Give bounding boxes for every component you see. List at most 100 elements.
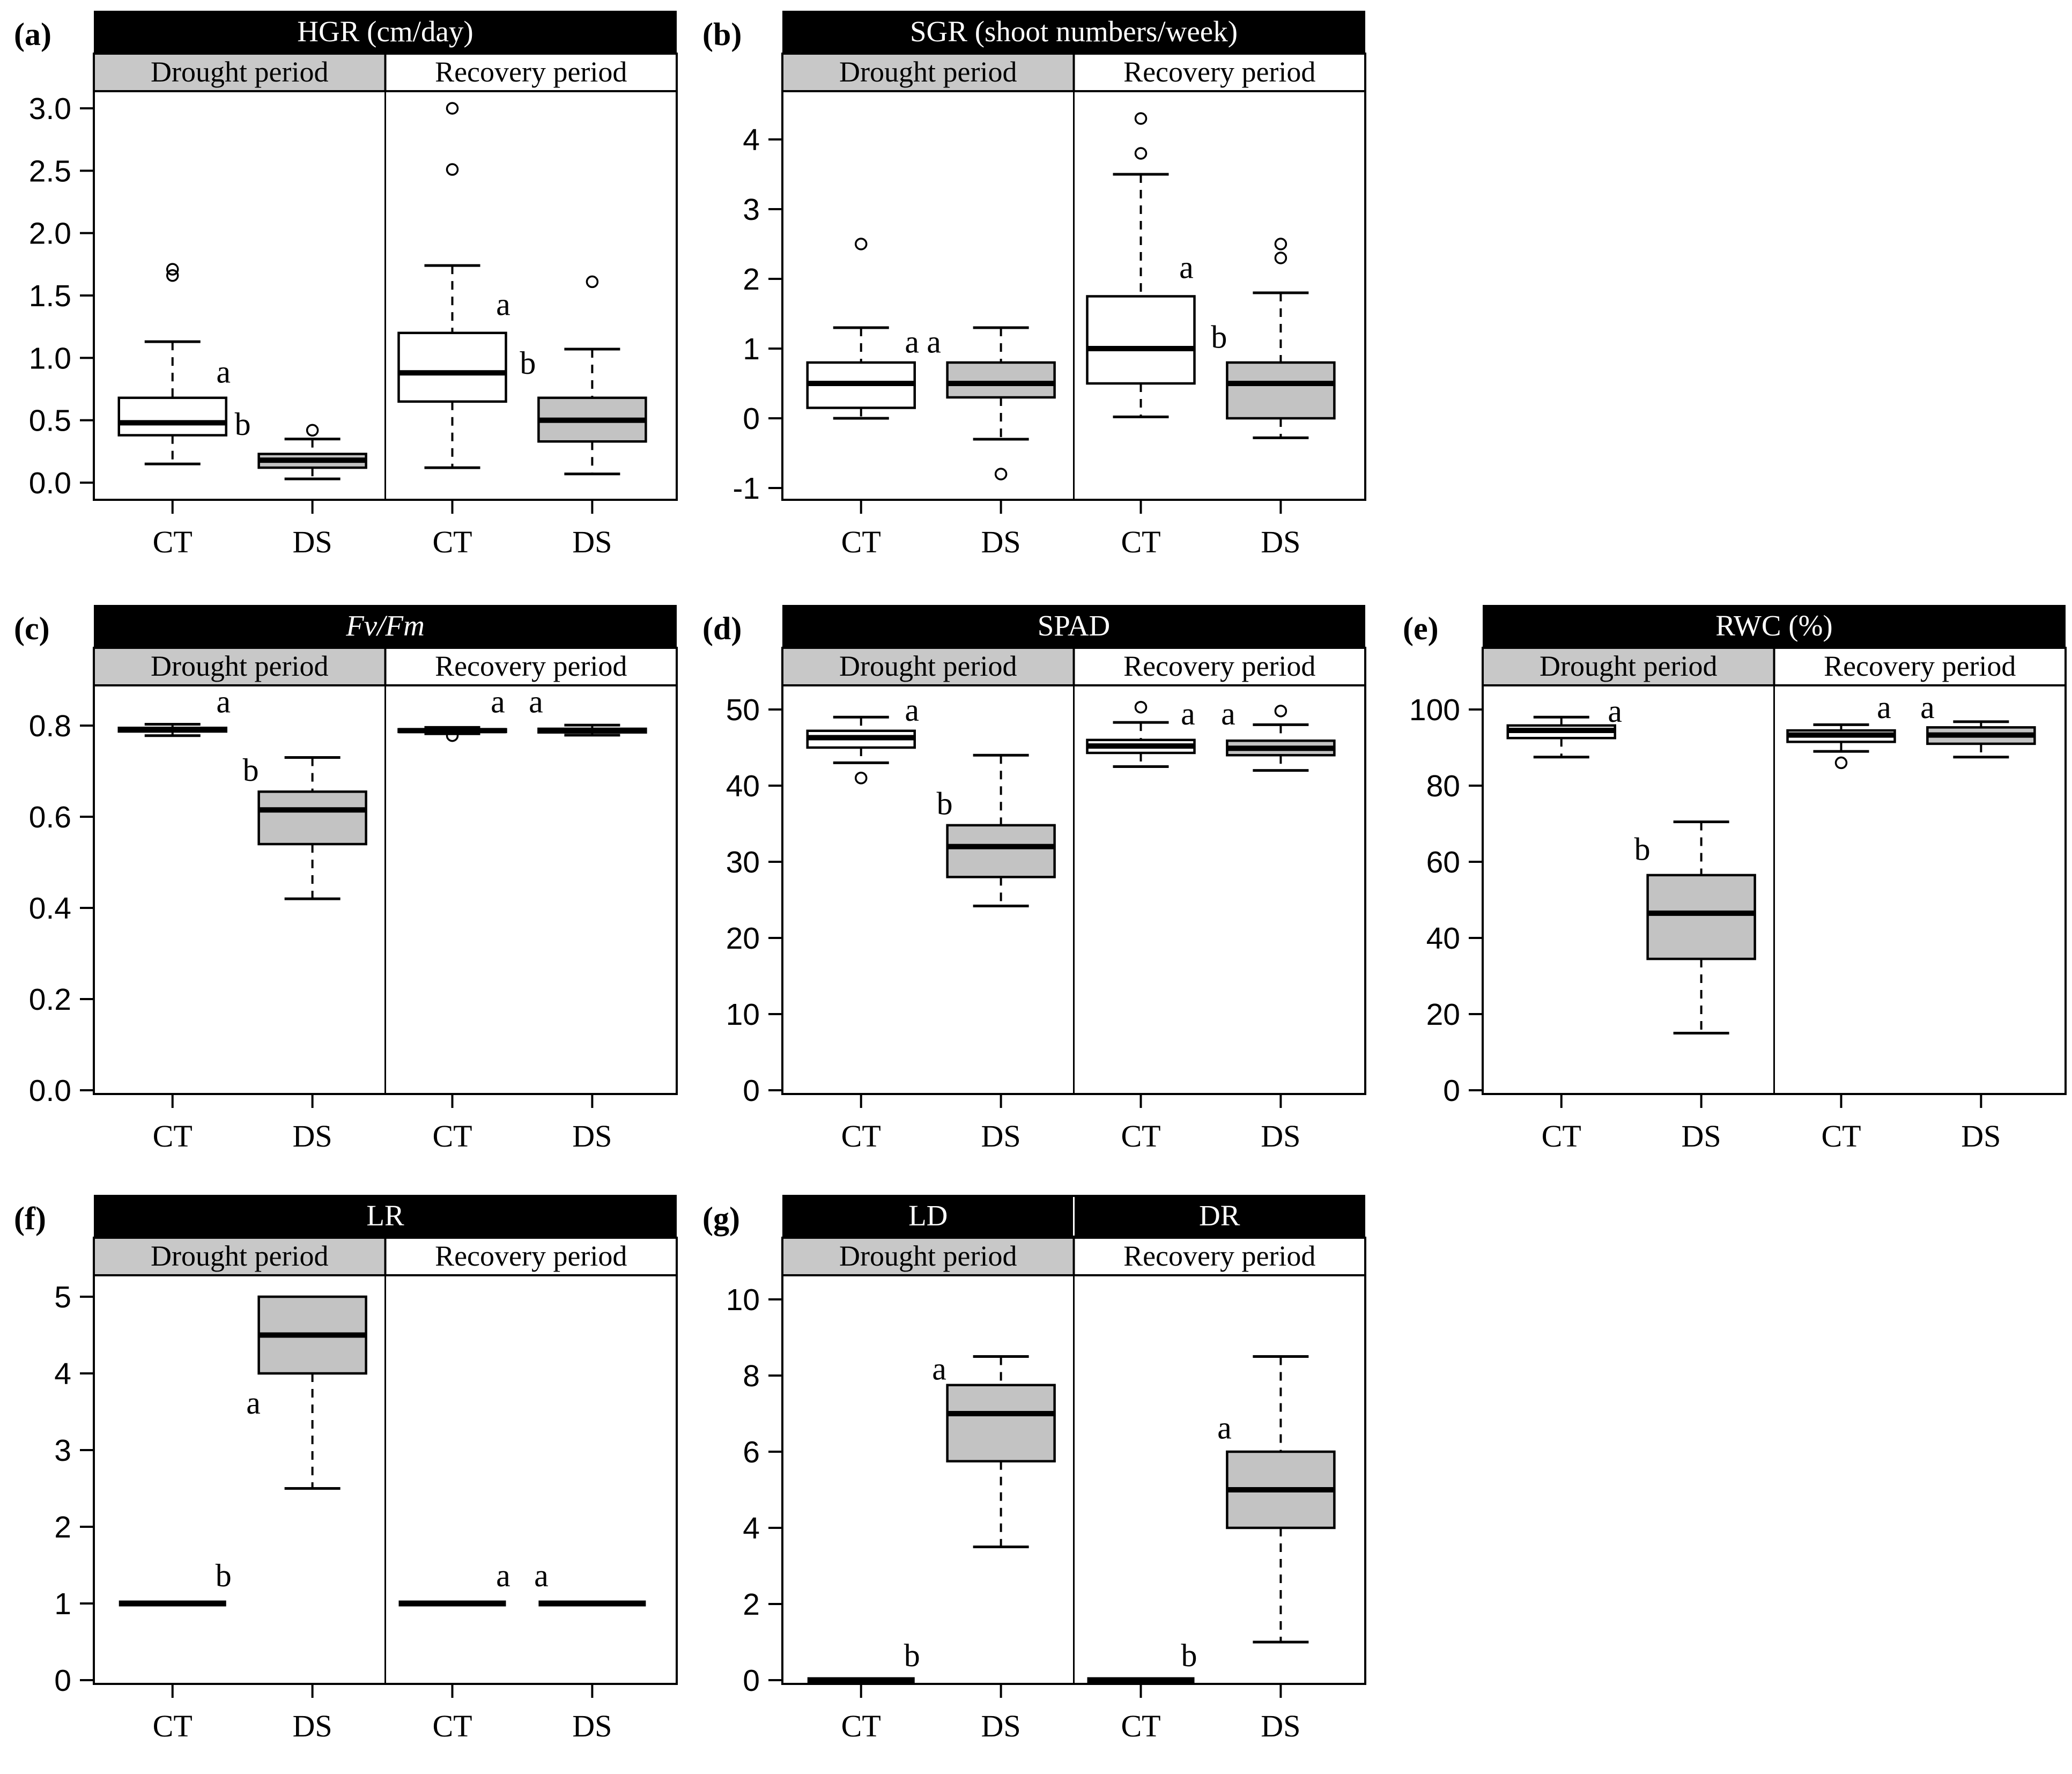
outlier-point [446,729,459,742]
panel-a-label: (a) [14,17,51,52]
recovery-period-header [384,647,678,686]
y-tick-label: 4 [743,1511,760,1546]
panel-b: (b) SGR (shoot numbers/week) Drought perio… [689,11,1375,590]
panel-title: RWC (%) [1715,609,1832,642]
outlier-point [1834,756,1848,770]
significance-letter: a [491,684,505,720]
y-tick-label: 80 [1426,769,1460,803]
boxplot-drought-ds: a [932,1351,1056,1548]
outlier-point [854,238,868,250]
iqr-box [1226,361,1336,420]
boxplot-recovery-ds: a [1920,690,2036,759]
x-tick-label-ct-recovery: CT [432,524,472,559]
recovery-period-label: Recovery period [1824,650,2016,682]
y-tick-label: 0 [54,1664,71,1698]
boxplot-recovery-ds: a [1221,696,1336,772]
significance-letter: a [496,1558,510,1593]
panel-d-label: (d) [702,611,742,646]
outlier-point [166,263,179,276]
significance-letter: a [905,324,919,360]
boxplot-drought-ct: a [806,238,919,420]
outlier-point [1274,238,1287,250]
y-tick-label: 4 [743,123,760,157]
y-tick-label: 10 [726,997,760,1032]
outlier-point [1134,112,1148,125]
panel-f-label: (f) [14,1201,46,1236]
x-tick-label-ds-recovery: DS [1261,1709,1300,1743]
x-tick-label-ds-drought: DS [981,1709,1021,1743]
boxplot-drought-ct: a [117,263,231,465]
outlier-point [854,772,868,785]
significance-letter: b [235,406,251,442]
iqr-box [117,396,227,437]
panel-c-chart: (c) Fv/Fm Drought period Recovery period 0.0… [14,605,678,1154]
outlier-point [994,468,1008,481]
drought-period-header [781,647,1075,686]
y-tick-label: 30 [726,845,760,879]
y-tick-label: 0.5 [29,404,71,438]
recovery-period-label: Recovery period [435,56,627,88]
significance-letter: b [904,1638,920,1673]
x-tick-label-ct-drought: CT [153,1119,193,1154]
x-tick-label-ds-drought: DS [293,524,332,559]
significance-letter: a [1181,696,1195,731]
significance-letter: b [937,786,953,822]
outlier-point [446,163,459,176]
boxplot-recovery-ct: a [1086,112,1196,418]
significance-letter: b [520,345,536,381]
boxplot-drought-ds: b [1634,820,1756,1034]
significance-letter: a [534,1558,549,1593]
x-tick-label-ds-recovery: DS [572,1119,612,1154]
iqr-box [946,824,1056,878]
boxplot-drought-ds: a [246,1295,367,1490]
y-tick-label: 60 [1426,845,1460,879]
y-tick-label: 10 [726,1283,760,1317]
x-tick-label-ds-drought: DS [293,1709,332,1743]
boxplot-recovery-ds: b [1211,238,1336,439]
iqr-box [397,331,507,403]
boxplot-drought-ds: a [927,324,1056,481]
y-tick-label: 0 [1443,1074,1460,1108]
panel-title: Fv/Fm [345,609,425,642]
outlier-point [166,269,179,282]
y-tick-label: 100 [1409,693,1460,727]
recovery-period-header [384,53,678,92]
panel-g-chart: (g) LD DR Drought period Recovery period 0 2 4 6… [702,1195,1366,1743]
y-tick-label: 3 [743,193,760,227]
panel-d-chart: (d) SPAD Drought period Recovery period 0 10 2… [702,605,1366,1154]
significance-letter: a [1608,693,1622,729]
boxplot-drought-ds: b [243,752,367,900]
y-tick-label: 40 [726,769,760,803]
y-tick-label: 4 [54,1357,71,1391]
boxplot-drought-ct: a [117,684,231,737]
x-tick-label-ct-drought: CT [153,1709,193,1743]
significance-letter: b [1181,1638,1197,1673]
y-tick-label: 2.5 [29,154,71,188]
recovery-period-header [1773,647,2067,686]
boxplot-recovery-ds: a [1217,1355,1336,1644]
y-tick-label: 2 [743,262,760,297]
title-bar [94,11,677,54]
y-tick-label: 50 [726,693,760,727]
y-tick-label: 0 [743,1664,760,1698]
y-tick-label: 5 [54,1280,71,1314]
outlier-point [1274,705,1287,718]
panel-e-label: (e) [1403,611,1439,646]
outlier-point [306,424,319,437]
x-tick-label-ds-recovery: DS [1961,1119,2001,1154]
title-bar [782,11,1365,54]
panel-g: (g) LD DR Drought period Recovery period 0 2 4 6… [689,1195,1375,1774]
significance-letter: a [246,1385,261,1421]
title-bar [782,605,1365,648]
boxplot-drought-ct: a [1506,693,1622,759]
boxplot-drought-ct: b [119,1558,232,1607]
iqr-box [946,1384,1056,1462]
recovery-period-label: Recovery period [1123,56,1315,88]
drought-period-header [93,53,387,92]
y-tick-label: 2.0 [29,217,71,251]
y-tick-label: 1 [54,1587,71,1621]
significance-letter: a [529,684,543,720]
significance-letter: b [216,1558,232,1593]
x-tick-label-ds-drought: DS [1682,1119,1721,1154]
x-tick-label-ct-drought: CT [841,1709,881,1743]
